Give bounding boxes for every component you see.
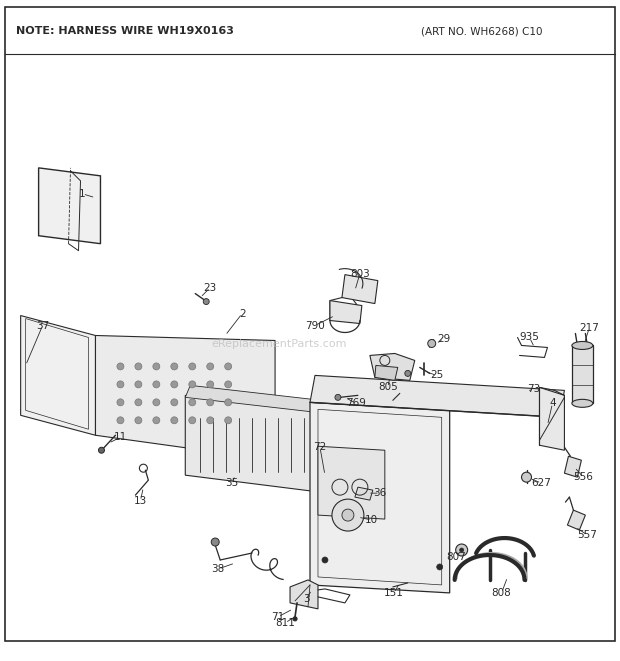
- Circle shape: [153, 363, 160, 370]
- Circle shape: [342, 509, 354, 521]
- Circle shape: [436, 564, 443, 570]
- Circle shape: [135, 363, 142, 370]
- Circle shape: [332, 499, 364, 531]
- Text: 769: 769: [346, 399, 366, 408]
- Circle shape: [521, 472, 531, 482]
- Circle shape: [135, 399, 142, 406]
- Text: 627: 627: [531, 478, 551, 488]
- Circle shape: [293, 617, 297, 621]
- Polygon shape: [38, 168, 100, 244]
- Text: 71: 71: [272, 612, 285, 622]
- Circle shape: [206, 399, 214, 406]
- Text: (ART NO. WH6268) C10: (ART NO. WH6268) C10: [422, 26, 543, 36]
- Circle shape: [117, 417, 124, 424]
- Text: 11: 11: [114, 432, 127, 442]
- Polygon shape: [375, 366, 398, 380]
- Text: 37: 37: [36, 321, 49, 330]
- Circle shape: [428, 340, 436, 348]
- Circle shape: [188, 363, 196, 370]
- Polygon shape: [355, 487, 373, 500]
- Text: 36: 36: [373, 488, 386, 498]
- Circle shape: [456, 544, 467, 556]
- Polygon shape: [572, 346, 593, 403]
- Circle shape: [117, 363, 124, 370]
- Circle shape: [459, 548, 464, 552]
- Text: 35: 35: [226, 478, 239, 488]
- Circle shape: [171, 363, 178, 370]
- Text: 935: 935: [520, 332, 539, 342]
- Polygon shape: [220, 431, 272, 457]
- Text: 13: 13: [134, 496, 147, 506]
- Text: 4: 4: [549, 399, 556, 408]
- Text: 29: 29: [437, 334, 450, 344]
- Polygon shape: [310, 403, 450, 593]
- Circle shape: [171, 381, 178, 388]
- Circle shape: [188, 381, 196, 388]
- Text: 151: 151: [384, 588, 404, 598]
- Text: 805: 805: [378, 382, 397, 393]
- Circle shape: [224, 399, 232, 406]
- Circle shape: [117, 381, 124, 388]
- Polygon shape: [20, 315, 95, 435]
- Ellipse shape: [572, 342, 593, 350]
- Text: NOTE: HARNESS WIRE WH19X0163: NOTE: HARNESS WIRE WH19X0163: [16, 26, 234, 36]
- Circle shape: [153, 381, 160, 388]
- Text: 217: 217: [580, 323, 600, 332]
- Text: 3: 3: [303, 594, 309, 604]
- Polygon shape: [290, 580, 318, 609]
- Text: 23: 23: [203, 283, 217, 293]
- Polygon shape: [564, 456, 582, 477]
- Text: 803: 803: [350, 268, 370, 279]
- Circle shape: [206, 417, 214, 424]
- Polygon shape: [318, 446, 385, 519]
- Circle shape: [171, 399, 178, 406]
- Polygon shape: [310, 375, 564, 417]
- Circle shape: [211, 538, 219, 546]
- Circle shape: [188, 417, 196, 424]
- Text: 790: 790: [305, 321, 325, 330]
- Text: 807: 807: [446, 552, 466, 562]
- Text: 557: 557: [577, 530, 597, 540]
- Circle shape: [405, 370, 411, 376]
- Circle shape: [335, 395, 341, 401]
- Circle shape: [153, 417, 160, 424]
- Polygon shape: [370, 354, 415, 380]
- Circle shape: [188, 399, 196, 406]
- Circle shape: [135, 417, 142, 424]
- Circle shape: [135, 381, 142, 388]
- Circle shape: [153, 399, 160, 406]
- Text: 808: 808: [492, 588, 512, 598]
- Polygon shape: [342, 274, 378, 303]
- Text: 73: 73: [527, 384, 540, 395]
- Polygon shape: [330, 301, 362, 323]
- Polygon shape: [185, 395, 360, 497]
- Circle shape: [206, 363, 214, 370]
- Text: 10: 10: [365, 515, 378, 525]
- Polygon shape: [539, 387, 564, 450]
- Text: 72: 72: [313, 442, 327, 452]
- Circle shape: [224, 417, 232, 424]
- Polygon shape: [185, 385, 365, 417]
- Circle shape: [322, 557, 328, 563]
- Circle shape: [224, 363, 232, 370]
- Text: 1: 1: [79, 189, 86, 199]
- Polygon shape: [95, 336, 275, 460]
- Text: 25: 25: [430, 370, 443, 380]
- Circle shape: [203, 299, 209, 305]
- Circle shape: [224, 381, 232, 388]
- Polygon shape: [355, 410, 380, 497]
- Circle shape: [117, 399, 124, 406]
- Text: 811: 811: [275, 618, 295, 628]
- Text: 556: 556: [574, 472, 593, 482]
- Text: eReplacementParts.com: eReplacementParts.com: [211, 339, 347, 349]
- Circle shape: [171, 417, 178, 424]
- Circle shape: [206, 381, 214, 388]
- Polygon shape: [567, 510, 585, 530]
- Ellipse shape: [572, 399, 593, 407]
- Text: 2: 2: [239, 309, 246, 319]
- Text: 38: 38: [211, 564, 225, 574]
- Circle shape: [99, 447, 104, 453]
